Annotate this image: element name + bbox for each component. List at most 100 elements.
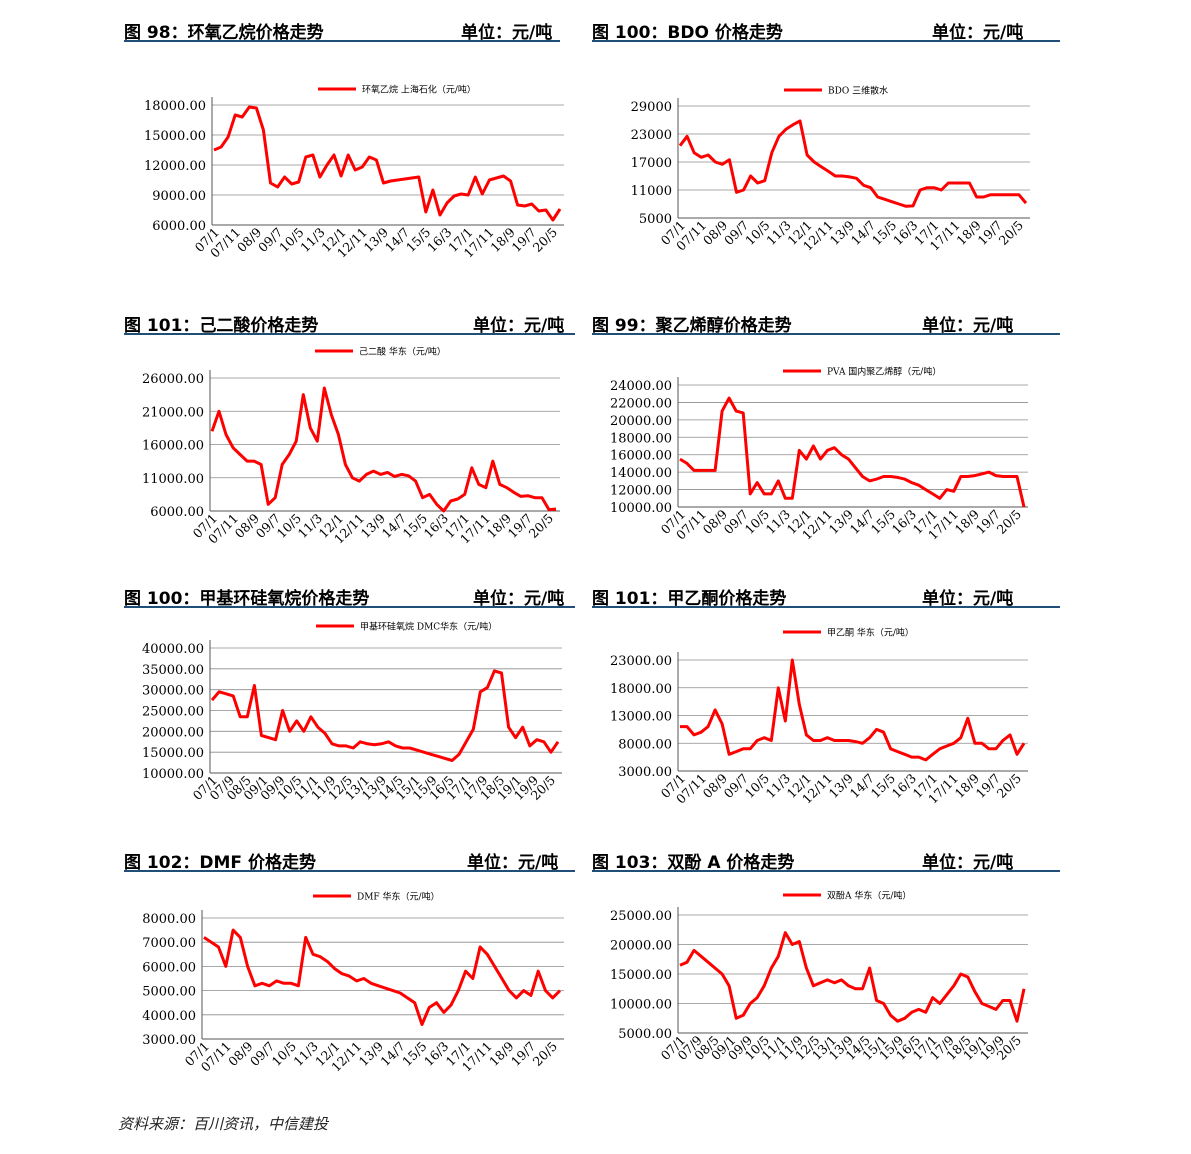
y-tick-label: 15000.00 — [144, 129, 206, 144]
chart-panel: 图 100：BDO 价格走势 单位：元/吨 BDO 三维散水 29000 23000 17… — [592, 14, 1060, 294]
y-tick-label: 7000.00 — [142, 936, 196, 951]
unit-label: 单位：元/吨 — [932, 23, 1024, 43]
y-tick-label: 13000.00 — [610, 710, 672, 725]
y-tick-label: 14000.00 — [610, 466, 672, 481]
y-tick-label: 6000.00 — [152, 219, 206, 234]
line-chart: 己二酸 华东（元/吨） 26000.00 21000.00 16000.00 11000… — [142, 346, 560, 547]
y-tick-label: 6000.00 — [142, 960, 196, 975]
y-tick-label: 25000.00 — [610, 909, 672, 924]
y-tick-label: 12000.00 — [610, 484, 672, 499]
chart-panel: 图 101：甲乙酮价格走势 单位：元/吨甲乙酮 华东（元/吨） 23000.00 18… — [592, 580, 1060, 850]
y-tick-label: 20000.00 — [142, 725, 204, 740]
source-note: 资料来源：百川资讯，中信建投 — [118, 1115, 329, 1133]
y-tick-label: 10000.00 — [610, 998, 672, 1013]
chart-title: 图 99：聚乙烯醇价格走势 — [592, 316, 792, 336]
y-tick-label: 10000.00 — [610, 501, 672, 516]
y-tick-label: 40000.00 — [142, 642, 204, 657]
chart-panel: 图 103：双酚 A 价格走势 单位：元/吨 双酚A 华东（元/吨） 25000.00… — [592, 844, 1060, 1114]
line-chart: DMF 华东（元/吨） 8000.00 7000.00 6000.00 5000.00 4… — [142, 891, 564, 1075]
unit-label: 单位：元/吨 — [473, 316, 565, 336]
y-tick-label: 17000 — [631, 156, 672, 171]
y-tick-label: 22000.00 — [610, 396, 672, 411]
chart-title: 图 98：环氧乙烷价格走势 — [124, 23, 324, 43]
x-tick-label: 20/5 — [996, 218, 1026, 248]
legend-label: 环氧乙烷 上海石化（元/吨） — [362, 84, 476, 96]
y-tick-label: 18000.00 — [144, 99, 206, 114]
y-tick-label: 15000.00 — [142, 746, 204, 761]
panel-header: 图 100：BDO 价格走势 单位：元/吨 — [592, 14, 1060, 43]
chart-title: 图 102：DMF 价格走势 — [124, 853, 316, 873]
line-chart: 甲基环硅氧烷 DMC华东（元/吨） 40000.00 35000.00 30000.0… — [142, 621, 562, 803]
y-tick-label: 11000.00 — [142, 472, 204, 487]
legend-label: 双酚A 华东（元/吨） — [827, 890, 911, 902]
line-chart: 双酚A 华东（元/吨） 25000.00 20000.00 15000.00 10000… — [610, 890, 1028, 1063]
y-tick-label: 20000.00 — [610, 414, 672, 429]
y-tick-label: 23000.00 — [610, 654, 672, 669]
unit-label: 单位：元/吨 — [922, 316, 1014, 336]
y-tick-label: 12000.00 — [144, 159, 206, 174]
series-line — [678, 119, 1028, 208]
y-tick-label: 15000.00 — [610, 968, 672, 983]
panel-header: 图 102：DMF 价格走势 单位：元/吨 — [124, 844, 575, 873]
unit-label: 单位：元/吨 — [467, 853, 559, 873]
y-tick-label: 11000 — [631, 184, 672, 199]
y-tick-label: 8000.00 — [142, 912, 196, 927]
legend-label: BDO 三维散水 — [828, 85, 888, 97]
y-tick-label: 24000.00 — [610, 379, 672, 394]
y-tick-label: 29000 — [631, 100, 672, 115]
series-line — [679, 931, 1026, 1023]
y-tick-label: 20000.00 — [610, 939, 672, 954]
legend-label: 己二酸 华东（元/吨） — [359, 346, 446, 358]
y-tick-label: 8000.00 — [618, 737, 672, 752]
panel-header: 图 101：己二酸价格走势 单位：元/吨 — [124, 307, 575, 336]
chart-panel: 图 102：DMF 价格走势 单位：元/吨 DMF 华东（元/吨） 8000.00 70… — [124, 844, 575, 1114]
x-tick-label: 20/5 — [994, 507, 1024, 537]
legend-label: PVA 国内聚乙烯醇（元/吨） — [827, 366, 941, 378]
series-line — [213, 105, 562, 222]
y-tick-label: 35000.00 — [142, 663, 204, 678]
chart-title: 图 100：甲基环硅氧烷价格走势 — [124, 589, 370, 609]
chart-title: 图 101：甲乙酮价格走势 — [592, 589, 787, 609]
y-tick-label: 30000.00 — [142, 684, 204, 699]
series-line — [210, 669, 560, 762]
y-tick-label: 16000.00 — [610, 449, 672, 464]
y-tick-label: 3000.00 — [142, 1033, 196, 1048]
y-tick-label: 21000.00 — [142, 405, 204, 420]
y-tick-label: 18000.00 — [610, 682, 672, 697]
y-tick-label: 26000.00 — [142, 372, 204, 387]
x-tick-label: 20/5 — [994, 771, 1024, 801]
y-tick-label: 18000.00 — [610, 431, 672, 446]
line-chart: 甲乙酮 华东（元/吨） 23000.00 18000.00 13000.00 8000.… — [610, 627, 1028, 807]
y-tick-label: 23000 — [631, 128, 672, 143]
panel-header: 图 101：甲乙酮价格走势 单位：元/吨 — [592, 580, 1060, 609]
unit-label: 单位：元/吨 — [922, 589, 1014, 609]
y-tick-label: 3000.00 — [618, 765, 672, 780]
y-tick-label: 5000 — [639, 212, 672, 227]
y-tick-label: 6000.00 — [150, 505, 204, 520]
y-tick-label: 25000.00 — [142, 705, 204, 720]
series-line — [210, 386, 557, 513]
panel-header: 图 100：甲基环硅氧烷价格走势 单位：元/吨 — [124, 580, 575, 609]
y-tick-label: 9000.00 — [152, 189, 206, 204]
line-chart: PVA 国内聚乙烯醇（元/吨） 24000.00 22000.00 20000.00 1… — [610, 366, 1028, 543]
x-tick-label: 20/5 — [526, 511, 556, 541]
chart-title: 图 103：双酚 A 价格走势 — [592, 853, 795, 873]
legend-label: DMF 华东（元/吨） — [357, 891, 440, 903]
x-tick-label: 20/5 — [530, 1039, 560, 1069]
y-tick-label: 4000.00 — [142, 1009, 196, 1024]
chart-panel: 图 100：甲基环硅氧烷价格走势 单位：元/吨甲基环硅氧烷 DMC华东（元/吨） 4… — [124, 580, 575, 850]
panel-header: 图 98：环氧乙烷价格走势 单位：元/吨 — [124, 14, 560, 43]
x-tick-label: 20/5 — [530, 225, 560, 255]
legend-label: 甲基环硅氧烷 DMC华东（元/吨） — [360, 621, 497, 633]
legend-label: 甲乙酮 华东（元/吨） — [827, 627, 914, 639]
panel-header: 图 99：聚乙烯醇价格走势 单位：元/吨 — [592, 307, 1060, 336]
y-tick-label: 10000.00 — [142, 767, 204, 782]
series-line — [679, 396, 1026, 508]
unit-label: 单位：元/吨 — [473, 589, 565, 609]
y-tick-label: 16000.00 — [142, 439, 204, 454]
line-chart: BDO 三维散水29000230001700011000500007/107/1… — [631, 85, 1030, 254]
chart-panel: 图 99：聚乙烯醇价格走势 单位：元/吨 PVA 国内聚乙烯醇（元/吨） 24000.… — [592, 307, 1060, 577]
chart-panel: 图 101：己二酸价格走势 单位：元/吨己二酸 华东（元/吨） 26000.00 21… — [124, 307, 575, 577]
y-tick-label: 5000.00 — [142, 985, 196, 1000]
series-line — [203, 928, 562, 1026]
